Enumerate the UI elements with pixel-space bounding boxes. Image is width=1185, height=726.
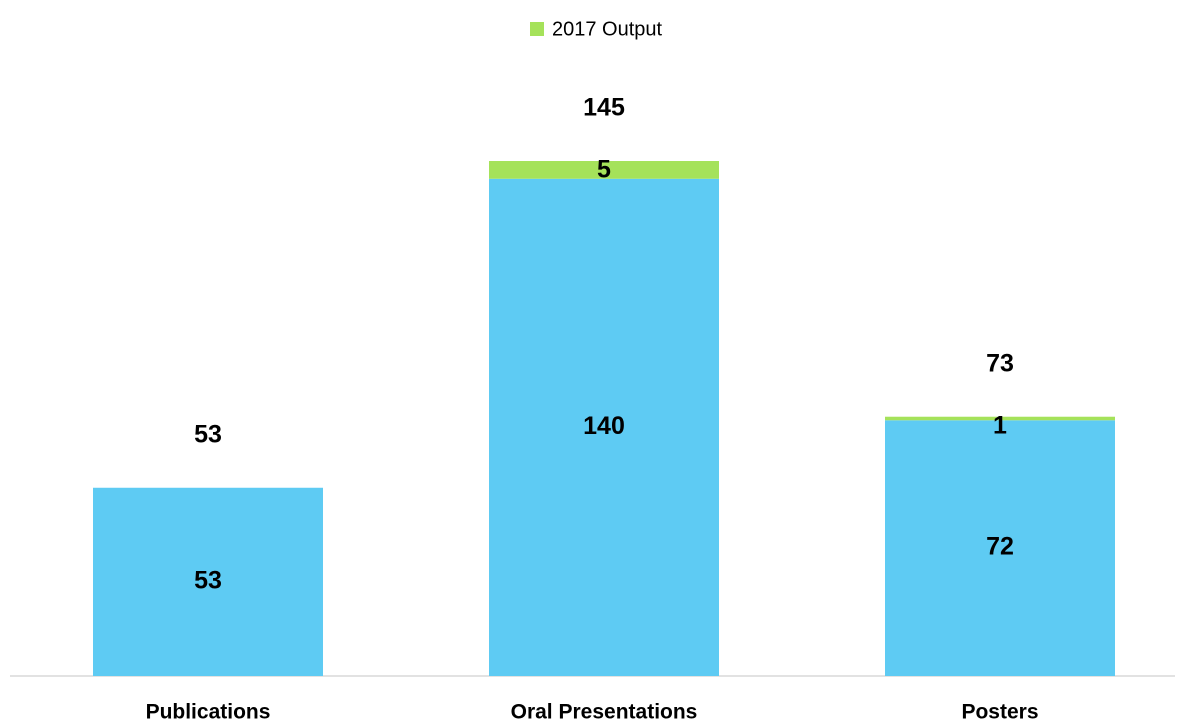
legend-swatch xyxy=(530,22,544,36)
bar-segment xyxy=(885,416,1115,421)
value-label: 72 xyxy=(986,533,1014,561)
x-tick-label: Oral Presentations xyxy=(511,701,698,724)
total-label: 53 xyxy=(194,420,222,448)
bar-segment xyxy=(93,487,323,676)
total-label: 145 xyxy=(583,94,625,122)
value-label: 53 xyxy=(194,566,222,594)
value-label: 140 xyxy=(583,412,625,440)
bar-segment xyxy=(489,161,719,179)
legend-label: 2017 Output xyxy=(552,18,663,40)
bar-segment xyxy=(885,420,1115,676)
x-tick-label: Posters xyxy=(961,701,1038,724)
bar-segment xyxy=(489,178,719,677)
value-label: 1 xyxy=(993,411,1007,439)
total-label: 73 xyxy=(986,349,1014,377)
x-tick-label: Publications xyxy=(146,701,271,724)
value-label: 5 xyxy=(597,156,611,184)
